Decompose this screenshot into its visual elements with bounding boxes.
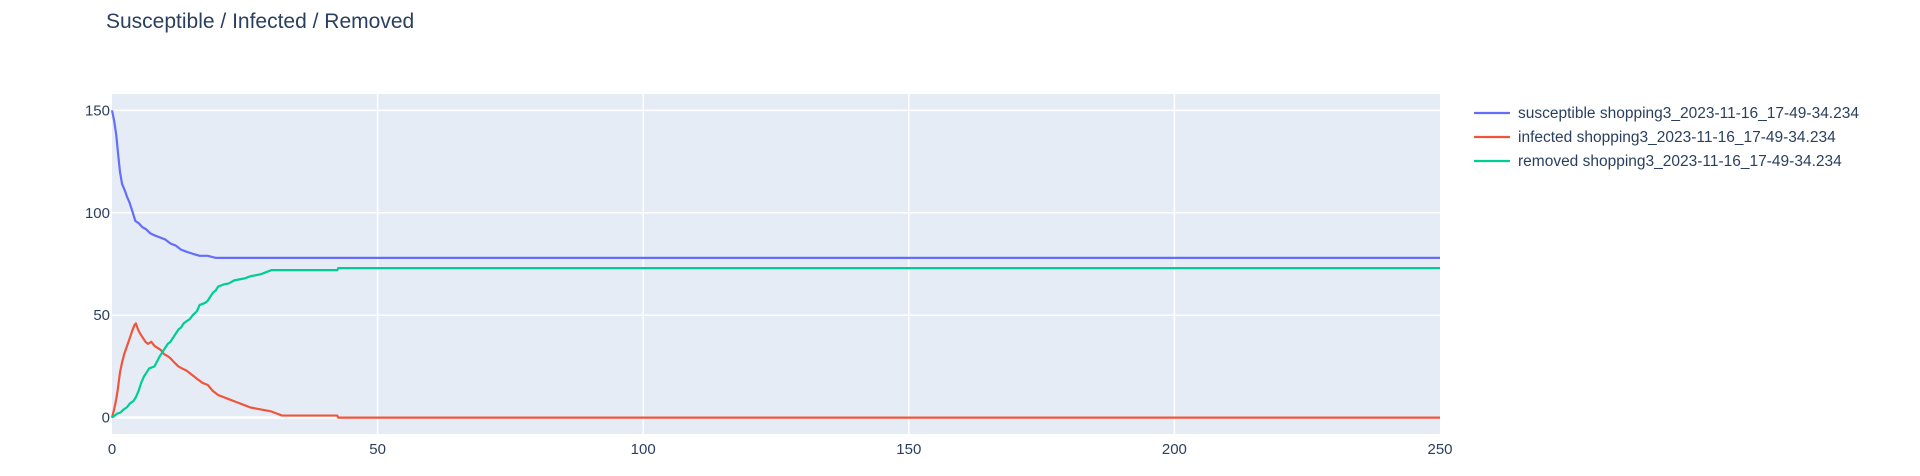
x-tick-label: 0 [108,441,116,458]
tick-labels: 0 50 100 150 200 250 0 50 100 150 [85,102,1453,458]
x-tick-label: 100 [631,441,656,458]
legend-item-2[interactable]: removed shopping3_2023-11-16_17-49-34.23… [1474,153,1842,170]
y-tick-label: 0 [102,410,110,427]
chart-title: Susceptible / Infected / Removed [106,10,415,33]
series-line-1 [110,322,1440,419]
x-tick-label: 50 [369,441,386,458]
legend[interactable]: susceptible shopping3_2023-11-16_17-49-3… [1474,105,1859,170]
x-tick-label: 200 [1162,441,1187,458]
legend-item-0[interactable]: susceptible shopping3_2023-11-16_17-49-3… [1474,105,1859,122]
x-tick-label: 150 [896,441,921,458]
legend-label: removed shopping3_2023-11-16_17-49-34.23… [1518,153,1842,170]
y-tick-label: 100 [85,205,110,222]
series-line-0 [110,110,1440,259]
y-tick-label: 50 [93,307,110,324]
plot-area [112,94,1440,434]
legend-label: susceptible shopping3_2023-11-16_17-49-3… [1518,105,1859,122]
y-tick-label: 150 [85,102,110,119]
x-tick-label: 250 [1427,441,1452,458]
legend-item-1[interactable]: infected shopping3_2023-11-16_17-49-34.2… [1474,129,1836,146]
series-line-2 [111,267,1440,419]
legend-label: infected shopping3_2023-11-16_17-49-34.2… [1518,129,1836,146]
series-layer [110,110,1440,419]
